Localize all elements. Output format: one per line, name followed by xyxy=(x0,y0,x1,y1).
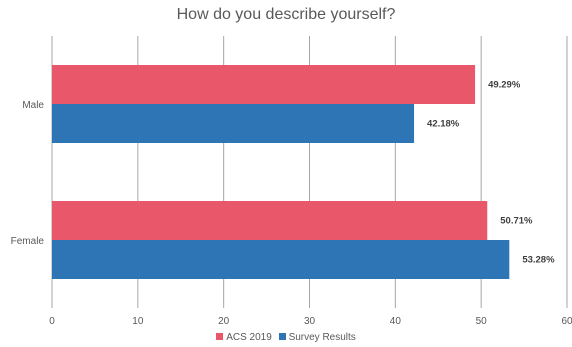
data-label-acs-2019-male: 49.29% xyxy=(488,80,521,91)
legend-label-survey-results: Survey Results xyxy=(288,332,356,343)
data-labels: 49.29% 50.71% 42.18% 53.28% xyxy=(427,80,555,266)
data-label-survey-results-female: 53.28% xyxy=(522,255,555,266)
legend-item-survey-results: Survey Results xyxy=(278,332,356,343)
data-label-acs-2019-female: 50.71% xyxy=(500,216,533,227)
axes: 0 10 20 30 40 50 60 Male Female xyxy=(11,100,572,327)
x-tick-label-10: 10 xyxy=(132,316,144,327)
data-label-survey-results-male: 42.18% xyxy=(427,119,460,130)
bar-survey-results-male xyxy=(52,104,415,143)
legend-item-acs-2019: ACS 2019 xyxy=(216,332,272,343)
category-label-male: Male xyxy=(22,100,44,111)
x-tick-label-50: 50 xyxy=(476,316,488,327)
x-tick-label-0: 0 xyxy=(49,316,55,327)
legend-label-acs-2019: ACS 2019 xyxy=(226,332,272,343)
x-tick-label-20: 20 xyxy=(218,316,230,327)
x-tick-label-60: 60 xyxy=(561,316,572,327)
bar-acs-2019-male xyxy=(52,65,476,104)
legend-swatch-acs-2019 xyxy=(216,333,224,340)
legend-swatch-survey-results xyxy=(278,333,286,340)
chart-title: How do you describe yourself? xyxy=(176,6,396,23)
category-label-female: Female xyxy=(11,236,45,247)
bar-acs-2019-female xyxy=(52,201,488,240)
bars xyxy=(52,65,510,279)
bar-survey-results-female xyxy=(52,240,510,279)
x-tick-label-30: 30 xyxy=(304,316,316,327)
x-tick-label-40: 40 xyxy=(390,316,402,327)
legend: ACS 2019 Survey Results xyxy=(0,332,572,343)
